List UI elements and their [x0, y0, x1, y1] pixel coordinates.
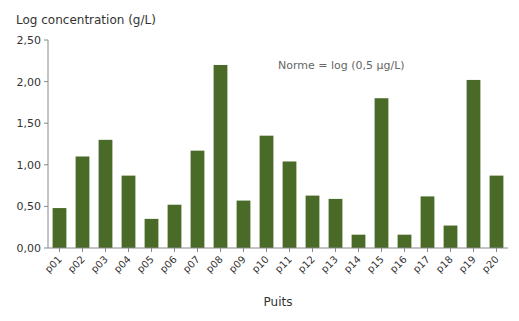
bar: [352, 235, 366, 248]
x-tick: [381, 248, 382, 252]
bar: [398, 235, 412, 248]
y-tick-label: 0,50: [17, 200, 42, 213]
bar: [306, 196, 320, 248]
chart: 0,000,501,001,502,002,50p01p02p03p04p05p…: [0, 0, 519, 321]
bar: [375, 98, 389, 248]
x-tick: [82, 248, 83, 252]
x-tick: [266, 248, 267, 252]
x-tick: [358, 248, 359, 252]
x-tick: [151, 248, 152, 252]
x-tick: [128, 248, 129, 252]
y-tick: [44, 206, 48, 207]
x-tick: [174, 248, 175, 252]
x-tick: [496, 248, 497, 252]
y-axis-line: [48, 40, 49, 248]
bar: [237, 201, 251, 248]
x-tick-label: p01: [43, 254, 64, 275]
x-tick: [312, 248, 313, 252]
x-tick-label: p16: [388, 254, 409, 275]
x-tick-label: p06: [158, 254, 179, 275]
bar: [214, 65, 228, 248]
x-tick: [59, 248, 60, 252]
bar: [283, 161, 297, 248]
x-tick: [404, 248, 405, 252]
y-tick-label: 2,00: [17, 76, 42, 89]
y-tick-label: 0,00: [17, 242, 42, 255]
y-tick: [44, 164, 48, 165]
bars: [53, 65, 504, 248]
bar: [76, 156, 90, 248]
x-tick-label: p11: [273, 254, 294, 275]
x-tick: [450, 248, 451, 252]
x-tick-label: p14: [342, 254, 363, 275]
x-tick: [289, 248, 290, 252]
bar: [122, 176, 136, 248]
x-tick: [335, 248, 336, 252]
x-tick: [427, 248, 428, 252]
x-axis-label: Puits: [264, 295, 293, 309]
x-tick: [105, 248, 106, 252]
bar: [145, 219, 159, 248]
x-tick-label: p05: [135, 254, 156, 275]
bar: [99, 140, 113, 248]
x-tick: [243, 248, 244, 252]
bar: [191, 151, 205, 248]
y-axis-label: Log concentration (g/L): [16, 13, 156, 27]
x-tick-label: p15: [365, 254, 386, 275]
x-tick-label: p17: [411, 254, 432, 275]
chart-container: 0,000,501,001,502,002,50p01p02p03p04p05p…: [0, 0, 519, 321]
bar: [168, 205, 182, 248]
bar: [467, 80, 481, 248]
y-tick: [44, 40, 48, 41]
bar: [53, 208, 67, 248]
x-tick-label: p07: [181, 254, 202, 275]
x-tick-label: p13: [319, 254, 340, 275]
x-tick-label: p03: [89, 254, 110, 275]
annotation: Norme = log (0,5 µg/L): [278, 59, 405, 72]
x-tick: [473, 248, 474, 252]
x-tick-label: p20: [480, 254, 501, 275]
x-tick-label: p08: [204, 254, 225, 275]
bar: [329, 199, 343, 248]
y-tick-label: 1,50: [17, 117, 42, 130]
x-axis-line: [48, 248, 508, 249]
y-tick-label: 2,50: [17, 34, 42, 47]
x-tick: [220, 248, 221, 252]
y-tick: [44, 123, 48, 124]
x-tick: [197, 248, 198, 252]
bar: [421, 196, 435, 248]
x-tick-label: p19: [457, 254, 478, 275]
x-tick-label: p09: [227, 254, 248, 275]
y-tick-label: 1,00: [17, 159, 42, 172]
x-tick-label: p18: [434, 254, 455, 275]
y-tick: [44, 81, 48, 82]
x-tick-label: p04: [112, 254, 133, 275]
bar: [260, 136, 274, 248]
x-tick-label: p12: [296, 254, 317, 275]
bar: [490, 176, 504, 248]
bar: [444, 226, 458, 248]
y-tick: [44, 248, 48, 249]
x-tick-label: p10: [250, 254, 271, 275]
x-tick-label: p02: [66, 254, 87, 275]
